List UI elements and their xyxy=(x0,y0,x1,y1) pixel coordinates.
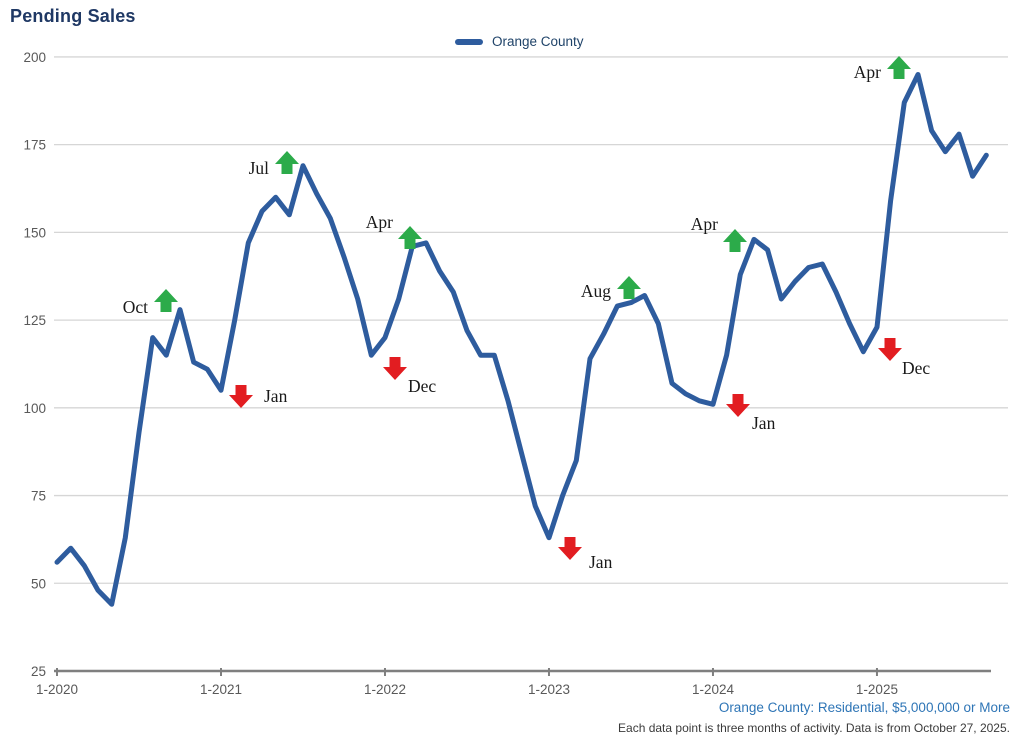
annotation-month-label: Jul xyxy=(249,158,270,178)
chart-title: Pending Sales xyxy=(10,6,136,26)
annotation-month-label: Dec xyxy=(902,358,930,378)
y-axis-tick-label: 100 xyxy=(23,401,46,416)
annotation-month-label: Oct xyxy=(123,297,148,317)
peak-up-arrow-icon xyxy=(723,229,747,252)
y-axis-tick-label: 75 xyxy=(31,489,46,504)
peak-up-arrow-icon xyxy=(398,226,422,249)
annotation-month-label: Dec xyxy=(408,376,436,396)
annotation-month-label: Apr xyxy=(854,62,881,82)
x-axis-tick-label: 1-2021 xyxy=(200,682,242,697)
series-line-orange-county xyxy=(54,72,989,607)
annotation-month-label: Aug xyxy=(581,281,611,301)
annotation-month-label: Apr xyxy=(691,214,718,234)
trough-down-arrow-icon xyxy=(229,385,253,408)
x-axis-tick-label: 1-2022 xyxy=(364,682,406,697)
annotation-month-label: Jan xyxy=(752,413,776,433)
trough-down-arrow-icon xyxy=(383,357,407,380)
x-axis-tick-label: 1-2020 xyxy=(36,682,78,697)
trough-down-arrow-icon xyxy=(558,537,582,560)
peak-up-arrow-icon xyxy=(275,151,299,174)
legend-line-swatch xyxy=(455,38,483,45)
legend: Orange County xyxy=(455,34,584,49)
y-axis-tick-label: 150 xyxy=(23,225,46,240)
x-axis-tick-label: 1-2024 xyxy=(692,682,735,697)
peak-up-arrow-icon xyxy=(617,276,641,299)
y-axis-tick-label: 50 xyxy=(31,576,46,591)
y-axis-tick-label: 175 xyxy=(23,138,46,153)
y-axis-tick-label: 125 xyxy=(23,313,46,328)
annotation-month-label: Jan xyxy=(589,552,613,572)
trough-down-arrow-icon xyxy=(726,394,750,417)
y-axis-tick-label: 200 xyxy=(23,50,46,65)
x-axis-tick-label: 1-2023 xyxy=(528,682,570,697)
peak-up-arrow-icon xyxy=(154,289,178,312)
trough-down-arrow-icon xyxy=(878,338,902,361)
legend-series-label: Orange County xyxy=(492,34,584,49)
annotation-month-label: Apr xyxy=(366,212,393,232)
x-axis-tick-label: 1-2025 xyxy=(856,682,898,697)
annotation-month-label: Jan xyxy=(264,386,288,406)
chart-footnote: Each data point is three months of activ… xyxy=(618,721,1010,735)
peak-up-arrow-icon xyxy=(887,56,911,79)
chart-subtitle-segment: Orange County: Residential, $5,000,000 o… xyxy=(718,700,1010,715)
y-axis-tick-label: 25 xyxy=(31,664,46,679)
